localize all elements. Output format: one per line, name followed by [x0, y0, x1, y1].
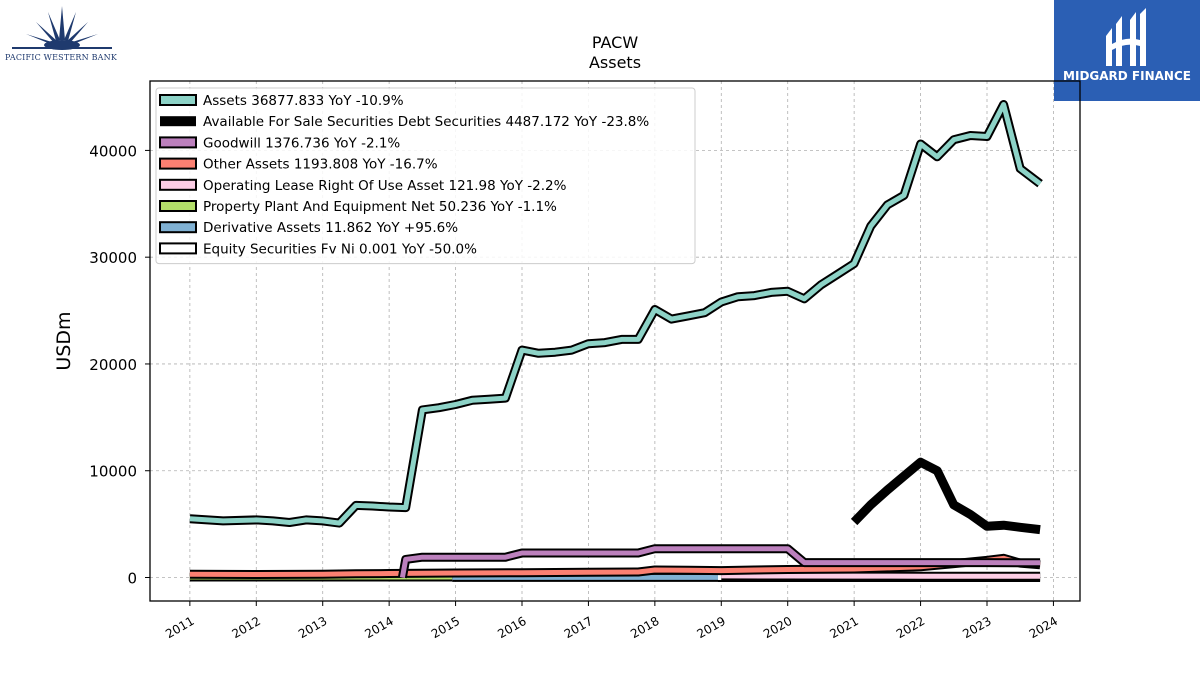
x-tick-label: 2020: [761, 614, 794, 641]
x-tick-label: 2022: [894, 614, 927, 641]
plot-frame: [149, 80, 1081, 602]
x-tick-label: 2012: [230, 614, 263, 641]
y-tick-label: 0: [127, 570, 137, 588]
x-tick-label: 2014: [362, 614, 395, 641]
midgard-monogram-icon: [1106, 8, 1146, 66]
y-tick-label: 40000: [89, 142, 137, 160]
legend-label: Derivative Assets 11.862 YoY +95.6%: [203, 220, 458, 236]
legend-swatch: [159, 94, 197, 106]
brand-name-text: MIDGARD FINANCE: [1063, 69, 1191, 83]
chart-title: PACW: [592, 33, 638, 52]
series-line: [850, 457, 1041, 535]
x-tick-label: 2023: [960, 614, 993, 641]
series-path: [850, 457, 1041, 535]
x-tick-label: 2021: [827, 614, 860, 641]
x-tick-label: 2015: [429, 614, 462, 641]
legend-swatch: [159, 157, 197, 170]
x-tick-label: 2013: [296, 614, 329, 641]
legend-label: Equity Securities Fv Ni 0.001 YoY -50.0%: [203, 241, 477, 257]
legend-swatch: [160, 116, 196, 127]
legend-swatch: [159, 200, 197, 212]
y-tick-label: 20000: [89, 356, 137, 374]
x-tick-label: 2017: [562, 614, 595, 641]
series-lines: [189, 100, 1043, 582]
bank-name-text: PACIFIC WESTERN BANK: [5, 53, 117, 62]
x-tick-label: 2016: [495, 614, 528, 641]
x-tick-label: 2024: [1027, 614, 1060, 641]
y-tick-label: 30000: [89, 249, 137, 267]
legend-swatch: [159, 221, 197, 234]
series-line: [189, 100, 1043, 528]
series-fill: [189, 102, 1042, 526]
pacific-western-bank-logo: PACIFIC WESTERN BANK: [0, 0, 125, 70]
legend: Assets 36877.833 YoY -10.9% Available For…: [155, 87, 696, 265]
legend-label: Other Assets 1193.808 YoY -16.7%: [203, 157, 438, 173]
midgard-finance-logo: MIDGARD FINANCE: [1054, 0, 1200, 101]
legend-swatch: [159, 178, 197, 191]
sunburst-icon: [12, 6, 112, 50]
legend-label: Assets 36877.833 YoY -10.9%: [203, 93, 404, 109]
series-line: [397, 544, 1041, 579]
y-axis-label: USDm: [53, 311, 75, 370]
x-tick-label: 2019: [695, 614, 728, 641]
chart-subtitle: Assets: [589, 53, 641, 72]
legend-swatch: [159, 242, 197, 255]
x-tick-label: 2018: [628, 614, 661, 641]
series-fill: [399, 546, 1041, 578]
legend-label: Goodwill 1376.736 YoY -2.1%: [203, 135, 400, 151]
x-tick-label: 2011: [163, 614, 196, 641]
legend-swatch: [159, 136, 197, 149]
y-tick-label: 10000: [89, 463, 137, 481]
legend-label: Available For Sale Securities Debt Secur…: [203, 114, 649, 130]
legend-label: Operating Lease Right Of Use Asset 121.9…: [203, 178, 567, 194]
legend-label: Property Plant And Equipment Net 50.236 …: [203, 199, 557, 215]
legend-box: [155, 87, 696, 265]
